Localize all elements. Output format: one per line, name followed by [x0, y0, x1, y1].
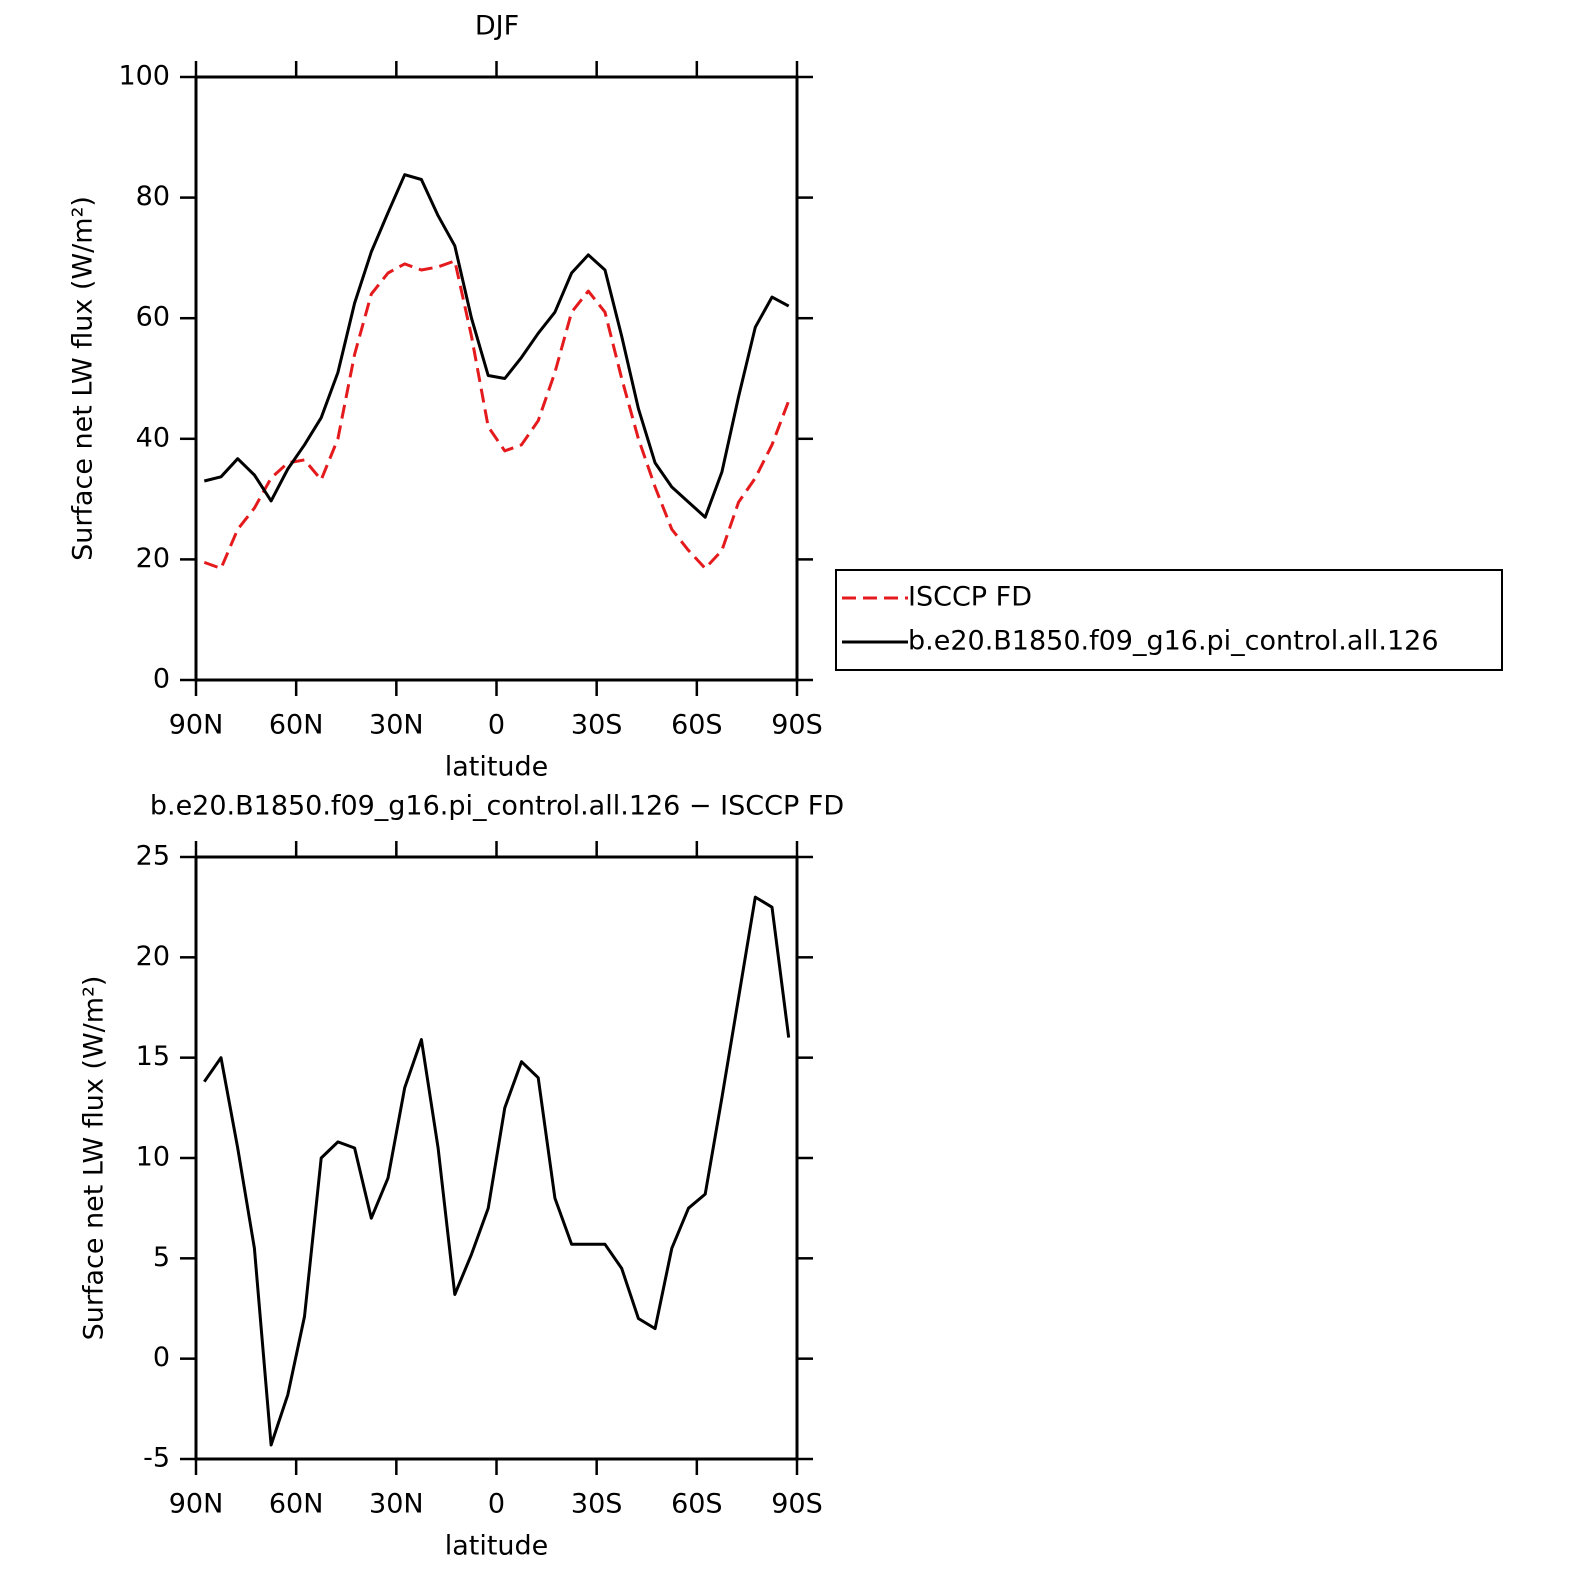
data-line	[203, 895, 791, 1447]
data-line	[203, 173, 790, 519]
x-tick-label: 30N	[369, 1489, 424, 1520]
y-tick-label: 25	[136, 841, 170, 872]
x-tick-label: 30N	[369, 710, 424, 741]
legend-label: ISCCP FD	[908, 582, 1032, 613]
y-tick-label: 0	[153, 1342, 170, 1373]
y-tick-label: -5	[143, 1443, 170, 1474]
x-tick-label: 90S	[771, 1489, 823, 1520]
legend-frame	[835, 569, 1503, 671]
y-axis-label: Surface net LW flux (W/m²)	[68, 196, 99, 561]
y-tick-label: 20	[136, 543, 170, 574]
x-tick-label: 30S	[571, 1489, 623, 1520]
y-tick-label: 40	[136, 422, 170, 453]
x-tick-label: 90S	[771, 710, 823, 741]
y-tick-label: 0	[153, 664, 170, 695]
y-tick-label: 5	[153, 1242, 170, 1273]
legend-label: b.e20.B1850.f09_g16.pi_control.all.126	[908, 626, 1439, 657]
x-tick-label: 60S	[671, 710, 723, 741]
x-tick-label: 60N	[269, 1489, 324, 1520]
data-line	[203, 259, 791, 570]
x-axis-label: latitude	[445, 1531, 549, 1562]
chart-title: b.e20.B1850.f09_g16.pi_control.all.126 −…	[150, 791, 844, 822]
chart-title: DJF	[475, 11, 519, 42]
x-tick-label: 90N	[169, 710, 224, 741]
x-tick-label: 90N	[169, 1489, 224, 1520]
y-axis-label: Surface net LW flux (W/m²)	[79, 976, 110, 1341]
x-tick-label: 60N	[269, 710, 324, 741]
y-tick-label: 15	[136, 1041, 170, 1072]
y-tick-label: 80	[136, 181, 170, 212]
y-tick-label: 100	[118, 61, 170, 92]
x-tick-label: 0	[488, 1489, 505, 1520]
y-tick-label: 60	[136, 302, 170, 333]
x-axis-label: latitude	[445, 752, 549, 783]
y-tick-label: 20	[136, 941, 170, 972]
y-tick-label: 10	[136, 1142, 170, 1173]
x-tick-label: 0	[488, 710, 505, 741]
x-tick-label: 60S	[671, 1489, 723, 1520]
x-tick-label: 30S	[571, 710, 623, 741]
